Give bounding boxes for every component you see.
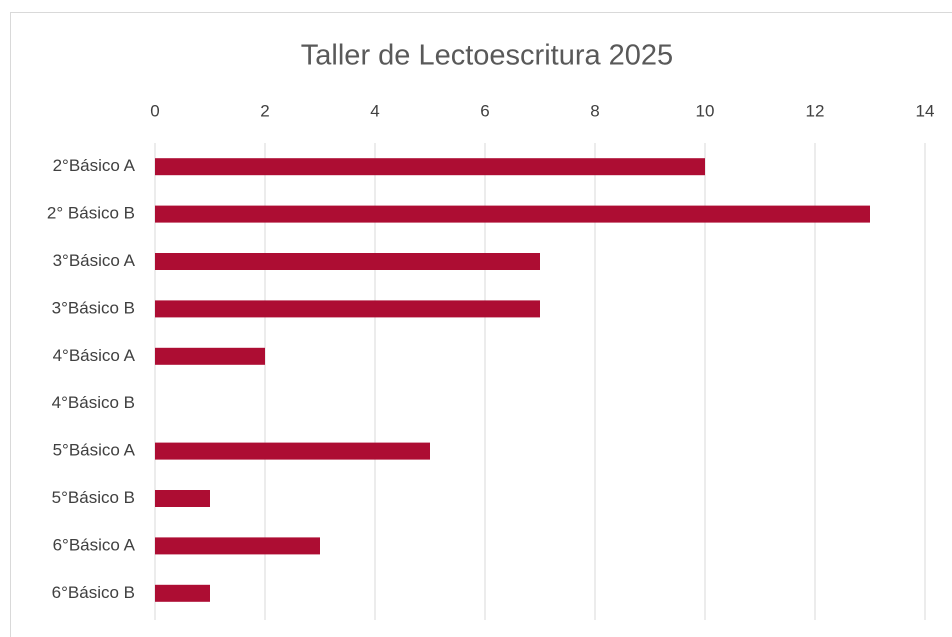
y-tick-label: 5°Básico A bbox=[53, 441, 136, 460]
x-tick-label: 14 bbox=[916, 101, 935, 120]
chart-title: Taller de Lectoescritura 2025 bbox=[301, 40, 673, 72]
bar bbox=[155, 584, 210, 602]
chart-frame bbox=[10, 12, 952, 637]
bar bbox=[155, 347, 265, 365]
x-tick-label: 4 bbox=[370, 101, 379, 120]
x-tick-label: 6 bbox=[480, 101, 489, 120]
y-tick-label: 2° Básico B bbox=[47, 204, 135, 223]
bar bbox=[155, 537, 320, 555]
bar bbox=[155, 253, 540, 270]
x-tick-label: 2 bbox=[260, 101, 269, 120]
x-tick-label: 8 bbox=[590, 101, 599, 120]
y-tick-label: 6°Básico A bbox=[53, 535, 136, 554]
bar bbox=[155, 490, 210, 507]
y-tick-label: 2°Básico A bbox=[53, 156, 136, 175]
bar bbox=[155, 442, 430, 460]
x-tick-label: 0 bbox=[150, 101, 159, 120]
bar bbox=[155, 205, 870, 223]
y-tick-label: 4°Básico A bbox=[53, 346, 136, 365]
bar bbox=[155, 158, 705, 176]
bar bbox=[155, 300, 540, 318]
y-tick-label: 3°Básico A bbox=[53, 251, 136, 270]
x-tick-label: 12 bbox=[806, 101, 825, 120]
y-tick-label: 4°Básico B bbox=[52, 393, 135, 412]
y-tick-label: 3°Básico B bbox=[52, 298, 135, 317]
y-tick-label: 5°Básico B bbox=[52, 488, 135, 507]
y-tick-label: 6°Básico B bbox=[52, 583, 135, 602]
x-tick-label: 10 bbox=[696, 101, 715, 120]
